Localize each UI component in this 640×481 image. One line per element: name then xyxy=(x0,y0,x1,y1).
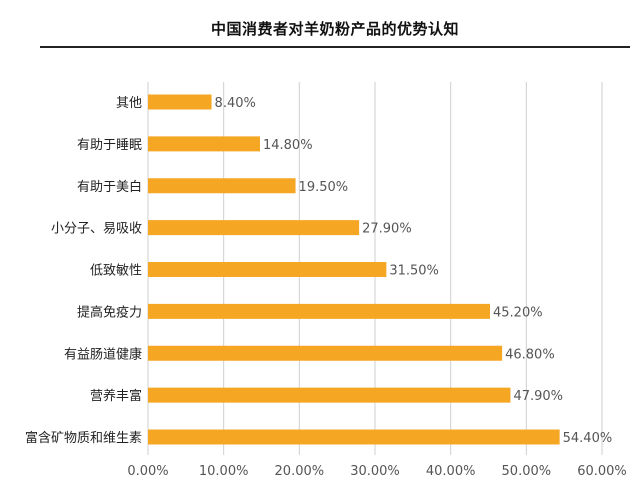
data-label: 46.80% xyxy=(505,347,555,362)
bar xyxy=(148,345,503,361)
x-tick-label: 30.00% xyxy=(350,464,400,479)
bar xyxy=(148,94,212,110)
data-label: 54.40% xyxy=(563,431,613,446)
x-tick-label: 20.00% xyxy=(275,464,325,479)
category-label: 有助于睡眠 xyxy=(77,138,142,153)
data-label: 19.50% xyxy=(299,180,349,195)
bar xyxy=(148,387,511,403)
bar xyxy=(148,303,491,319)
x-tick-label: 10.00% xyxy=(199,464,249,479)
bar xyxy=(148,262,387,277)
category-label: 低致敏性 xyxy=(90,264,142,279)
category-label: 富含矿物质和维生素 xyxy=(25,430,142,446)
x-tick-label: 60.00% xyxy=(577,464,627,479)
data-label: 45.20% xyxy=(493,305,543,320)
data-label: 31.50% xyxy=(389,264,439,279)
chart-title: 中国消费者对羊奶粉产品的优势认知 xyxy=(210,20,459,38)
data-label: 27.90% xyxy=(362,222,412,237)
title-divider xyxy=(40,46,630,48)
bar xyxy=(148,220,360,236)
category-label: 有助于美白 xyxy=(77,179,142,195)
category-label: 有益肠道健康 xyxy=(64,346,142,362)
bar xyxy=(148,429,560,445)
x-tick-label: 50.00% xyxy=(502,464,552,479)
x-tick-label: 0.00% xyxy=(127,464,168,479)
category-label: 小分子、易吸收 xyxy=(51,222,142,237)
x-tick-label: 40.00% xyxy=(426,464,476,479)
category-label: 其他 xyxy=(116,96,142,111)
category-label: 提高免疫力 xyxy=(77,304,142,320)
data-label: 8.40% xyxy=(215,96,256,111)
bar xyxy=(148,136,260,152)
data-label: 47.90% xyxy=(513,389,563,404)
bar xyxy=(148,178,296,194)
data-label: 14.80% xyxy=(263,138,313,153)
category-label: 营养丰富 xyxy=(90,388,142,404)
